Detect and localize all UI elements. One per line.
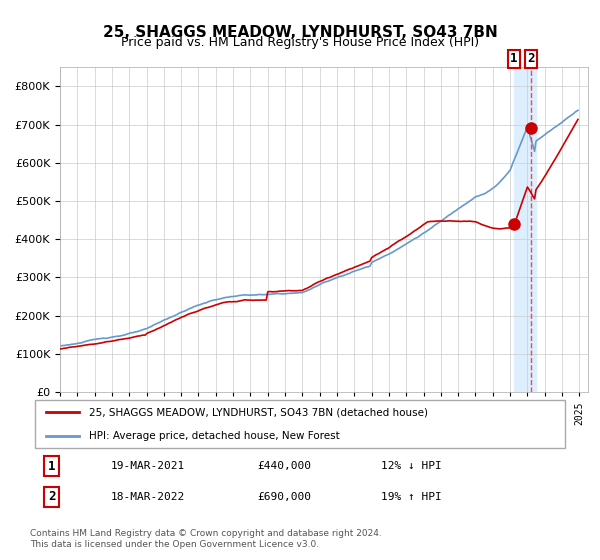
Text: 18-MAR-2022: 18-MAR-2022 xyxy=(111,492,185,502)
Text: HPI: Average price, detached house, New Forest: HPI: Average price, detached house, New … xyxy=(89,431,340,441)
Text: 1: 1 xyxy=(510,52,518,66)
Text: 25, SHAGGS MEADOW, LYNDHURST, SO43 7BN: 25, SHAGGS MEADOW, LYNDHURST, SO43 7BN xyxy=(103,25,497,40)
Text: £690,000: £690,000 xyxy=(257,492,311,502)
Text: 1: 1 xyxy=(48,460,55,473)
Text: 2: 2 xyxy=(48,491,55,503)
Text: £440,000: £440,000 xyxy=(257,461,311,471)
Text: 19% ↑ HPI: 19% ↑ HPI xyxy=(381,492,442,502)
Text: 2: 2 xyxy=(527,52,535,66)
Text: Contains HM Land Registry data © Crown copyright and database right 2024.
This d: Contains HM Land Registry data © Crown c… xyxy=(30,529,382,549)
Text: 19-MAR-2021: 19-MAR-2021 xyxy=(111,461,185,471)
Bar xyxy=(514,67,536,392)
Text: 25, SHAGGS MEADOW, LYNDHURST, SO43 7BN (detached house): 25, SHAGGS MEADOW, LYNDHURST, SO43 7BN (… xyxy=(89,408,428,418)
FancyBboxPatch shape xyxy=(35,400,565,448)
Text: Price paid vs. HM Land Registry's House Price Index (HPI): Price paid vs. HM Land Registry's House … xyxy=(121,36,479,49)
Text: 12% ↓ HPI: 12% ↓ HPI xyxy=(381,461,442,471)
